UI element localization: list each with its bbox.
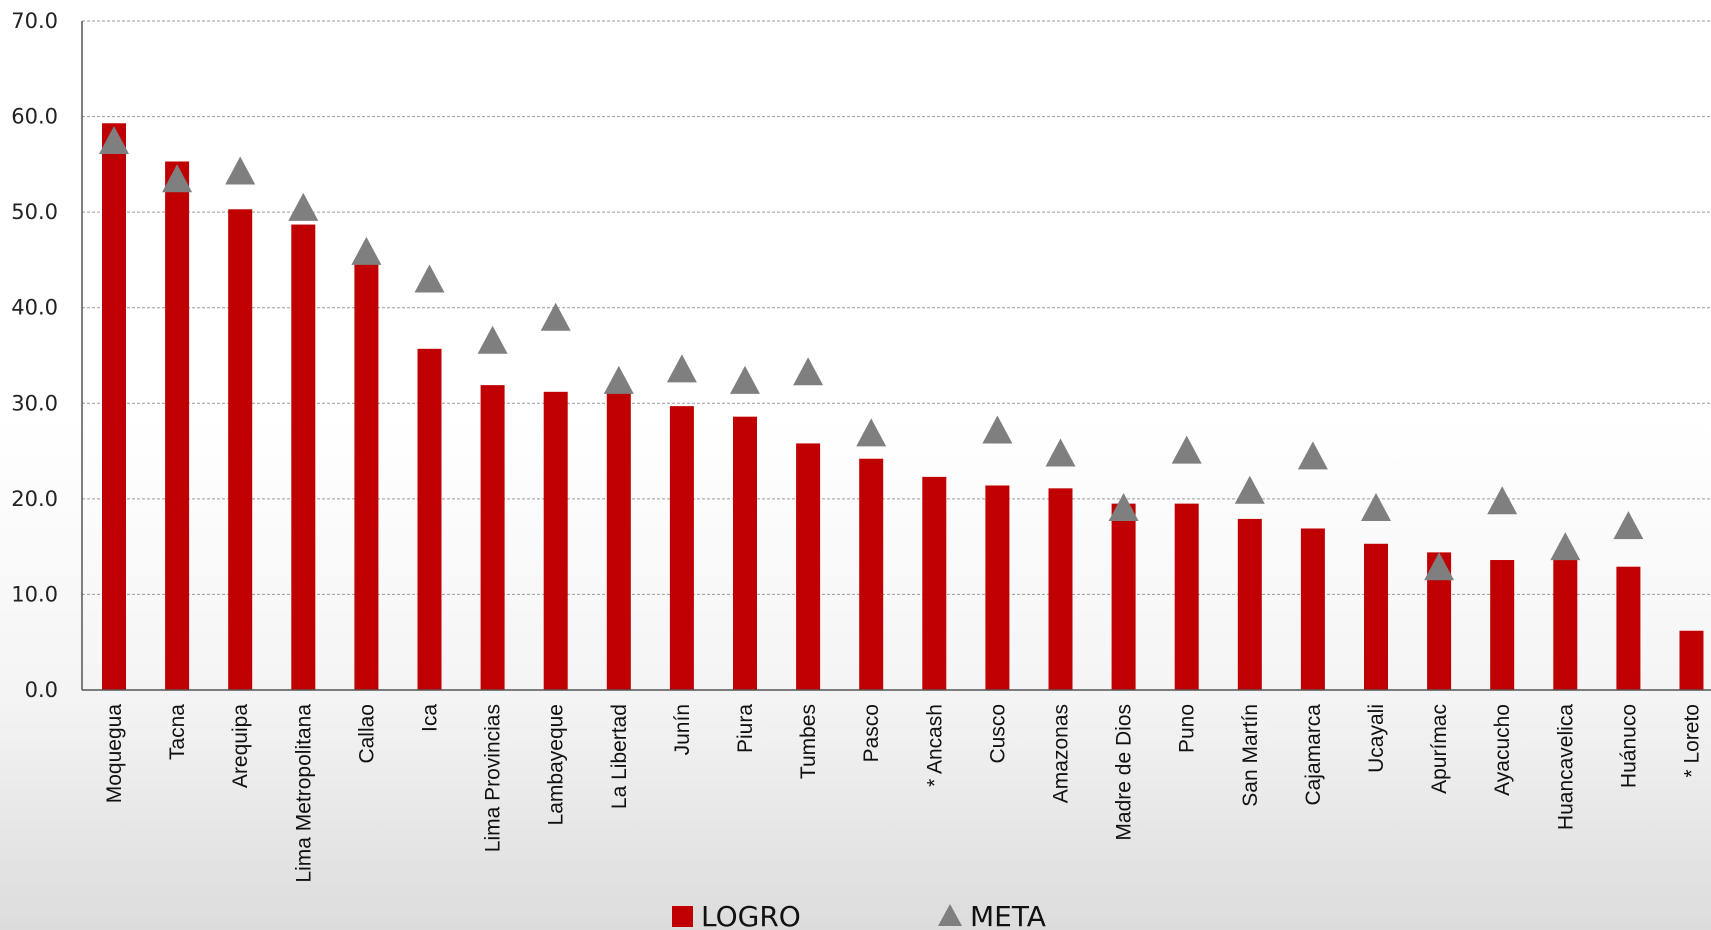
marker-meta (603, 365, 634, 394)
bar-logro (165, 161, 190, 691)
x-category-label: Arequipa (229, 704, 252, 788)
x-category-label: Tacna (166, 704, 189, 760)
legend-label-logro: LOGRO (701, 900, 801, 930)
marker-meta (1613, 511, 1644, 540)
x-category-label: * Ancash (923, 704, 946, 787)
x-category-label: Ica (419, 704, 442, 732)
bar-logro (606, 390, 631, 690)
marker-meta (730, 365, 760, 394)
bar-logro (354, 262, 379, 690)
logro-bars (102, 123, 1704, 691)
bar-logro (669, 406, 694, 690)
marker-meta (982, 415, 1013, 444)
marker-meta (1171, 435, 1202, 464)
bar-logro (733, 416, 757, 690)
marker-meta (856, 418, 887, 447)
bar-logro (859, 458, 884, 690)
marker-meta (1108, 492, 1139, 521)
y-tick-label: 10.0 (11, 582, 58, 606)
x-category-label: Cusco (986, 704, 1009, 764)
marker-meta (1550, 532, 1581, 561)
marker-meta (288, 192, 319, 221)
meta-markers (99, 125, 1644, 581)
marker-meta (793, 357, 824, 386)
x-category-label: Junín (671, 704, 694, 755)
marker-meta (225, 156, 256, 185)
marker-meta (1361, 492, 1391, 521)
bar-logro (796, 443, 821, 690)
x-category-label: Lima Metropolitana (292, 704, 315, 883)
x-category-label: Huancavelica (1554, 704, 1577, 830)
bar-logro (417, 348, 442, 690)
y-tick-label: 30.0 (11, 391, 58, 415)
bar-logro (1679, 630, 1704, 690)
x-category-label: Ucayali (1365, 704, 1388, 773)
marker-meta (540, 302, 571, 331)
x-category-label: San Martín (1239, 704, 1262, 807)
x-category-label: Pasco (860, 704, 883, 762)
x-category-label: Moquegua (103, 704, 126, 804)
y-tick-label: 20.0 (11, 487, 58, 511)
legend-swatch-logro (672, 906, 693, 927)
y-tick-label: 40.0 (11, 296, 58, 320)
bar-logro (480, 385, 505, 690)
x-category-label: * Loreto (1681, 704, 1704, 778)
marker-meta (99, 125, 129, 154)
bar-logro (985, 485, 1010, 690)
x-category-label: Apurímac (1428, 704, 1451, 794)
marker-meta (414, 264, 445, 293)
x-category-label: Madre de Dios (1113, 704, 1136, 841)
x-category-label: Callao (355, 704, 378, 764)
x-category-label: Piura (734, 704, 757, 753)
marker-meta (666, 354, 697, 383)
marker-meta (1234, 475, 1265, 504)
marker-meta (477, 325, 508, 354)
bar-logro (1237, 518, 1262, 690)
x-category-label: Huánuco (1617, 704, 1640, 788)
x-axis-category-labels: Moquegua Tacna Arequipa Lima Metropolitana C… (103, 704, 1704, 883)
x-category-label: Tumbes (797, 704, 820, 779)
x-category-label: Amazonas (1050, 704, 1073, 803)
bar-logro (102, 123, 126, 691)
bar-logro (1490, 560, 1515, 690)
bar-logro (1553, 560, 1578, 690)
legend-label-meta: META (970, 900, 1046, 930)
marker-meta (351, 236, 382, 265)
marker-meta (162, 164, 193, 193)
y-axis-ticks: 0.0 10.0 20.0 30.0 40.0 50.0 60.0 70.0 (11, 9, 58, 702)
marker-meta (1424, 552, 1455, 581)
marker-meta (1045, 438, 1076, 467)
x-category-label: Lambayeque (545, 704, 568, 825)
legend-swatch-meta (938, 904, 962, 926)
bar-logro (1616, 566, 1641, 690)
legend: LOGRO META (672, 900, 1046, 930)
y-tick-label: 50.0 (11, 200, 58, 224)
bar-logro (1174, 503, 1199, 690)
x-category-label: La Libertad (608, 704, 631, 809)
y-tick-label: 60.0 (11, 105, 58, 129)
y-tick-label: 70.0 (11, 9, 58, 33)
bar-logro (291, 224, 316, 690)
bar-logro (543, 391, 568, 690)
x-category-label: Lima Provincias (482, 704, 505, 852)
bar-logro (228, 209, 253, 691)
x-category-label: Cajamarca (1302, 704, 1325, 806)
bar-logro (1300, 528, 1325, 690)
marker-meta (1297, 441, 1328, 470)
x-category-label: Puno (1176, 704, 1199, 753)
marker-meta (1487, 486, 1518, 515)
bar-logro (922, 476, 947, 690)
y-tick-label: 0.0 (25, 678, 58, 702)
bar-logro (1048, 488, 1073, 690)
bar-logro (1364, 543, 1388, 690)
gridlines (82, 20, 1711, 595)
bar-logro (1111, 503, 1136, 690)
x-category-label: Ayacucho (1491, 704, 1514, 796)
